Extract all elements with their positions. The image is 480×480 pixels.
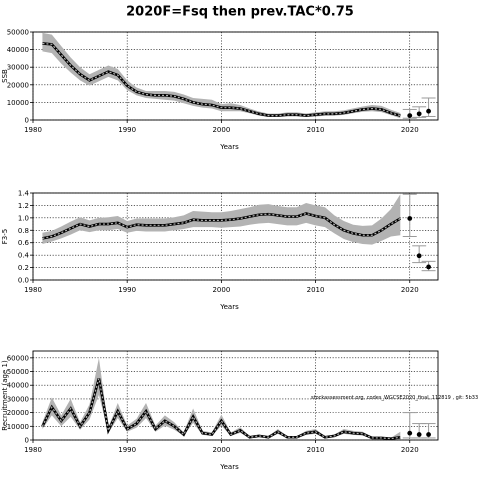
ssb-projection-point xyxy=(426,108,431,114)
ssb-y-tick-label: 10000 xyxy=(7,99,29,107)
f-y-axis-label: F3-5 xyxy=(1,229,9,244)
f-y-tick-label: 1.2 xyxy=(18,202,29,210)
recruitment-projection-point xyxy=(416,432,422,437)
ssb-x-tick-label: 1990 xyxy=(118,126,136,134)
ssb-y-tick-label: 20000 xyxy=(7,81,29,89)
ssb-y-tick-label: 0 xyxy=(25,117,29,125)
ssb-x-tick-label: 2010 xyxy=(307,126,325,134)
ssb-panel: 1980 1990 2000 2010 2020 0 10000 20000 30000 4000… xyxy=(1,29,439,151)
figure-title: 2020F=Fsq then prev.TAC*0.75 xyxy=(126,5,354,20)
ssb-projection-point xyxy=(407,113,413,118)
f-x-tick-label: 2010 xyxy=(307,286,325,294)
f-x-tick-label: 1980 xyxy=(24,286,42,294)
ssb-y-tick-label: 30000 xyxy=(7,64,29,72)
ssb-x-tick-label: 2020 xyxy=(401,126,419,134)
recruitment-x-tick-label: 2020 xyxy=(401,446,419,454)
f-plot-frame xyxy=(32,192,439,281)
recruitment-x-tick-label: 2000 xyxy=(212,446,230,454)
f-y-tick-label: 0.6 xyxy=(18,239,30,247)
recruitment-projection-point xyxy=(407,430,413,436)
f-x-axis-label: Years xyxy=(219,303,239,311)
recruitment-y-tick-label: 40000 xyxy=(7,382,29,390)
ssb-confidence-band xyxy=(42,32,401,119)
ssb-projection-point xyxy=(416,111,422,117)
f-y-tick-label: 0.0 xyxy=(18,277,29,285)
recruitment-y-tick-label: 60000 xyxy=(7,354,29,362)
source-note: stockassessment.org, codes_WGCSE2020_fin… xyxy=(311,395,478,401)
f-projection-point xyxy=(426,264,431,270)
recruitment-estimate-line xyxy=(41,378,401,440)
recruitment-x-tick-label: 1980 xyxy=(24,446,42,454)
recruitment-y-tick-label: 20000 xyxy=(7,409,29,417)
f-y-tick-label: 1.4 xyxy=(18,190,30,198)
recruitment-y-tick-label: 50000 xyxy=(7,368,29,376)
ssb-y-axis-label: SSB xyxy=(1,69,9,83)
ssb-x-tick-label: 1980 xyxy=(24,126,42,134)
f-x-tick-label: 2000 xyxy=(212,286,230,294)
f-y-tick-label: 0.8 xyxy=(18,227,29,235)
f-x-tick-label: 2020 xyxy=(401,286,419,294)
recruitment-y-tick-label: 10000 xyxy=(7,423,29,431)
recruitment-y-tick-label: 30000 xyxy=(7,395,29,403)
recruitment-x-tick-label: 1990 xyxy=(118,446,136,454)
fishing-mortality-panel: 1980 1990 2000 2010 2020 0.0 0.2 0.4 0.6 0.8 1.0 1.… xyxy=(1,190,439,311)
f-x-tick-label: 1990 xyxy=(118,286,136,294)
ssb-estimate-line-dash xyxy=(42,42,401,117)
f-projection-point xyxy=(407,216,413,221)
ssb-y-tick-label: 40000 xyxy=(7,46,29,54)
ssb-x-axis-label: Years xyxy=(219,143,239,151)
f-y-tick-label: 0.4 xyxy=(18,252,30,260)
recruitment-plot-frame xyxy=(32,350,439,441)
ssb-x-tick-label: 2000 xyxy=(212,126,230,134)
f-y-tick-label: 1.0 xyxy=(18,214,29,222)
f-projection-point xyxy=(416,253,422,259)
recruitment-panel: 1980 1990 2000 2010 2020 0 10000 20000 30000 4000… xyxy=(1,350,439,471)
recruitment-x-axis-label: Years xyxy=(219,463,239,471)
ssb-y-tick-label: 50000 xyxy=(7,29,29,37)
f-y-tick-label: 0.2 xyxy=(18,264,29,272)
ssb-plot-frame xyxy=(32,31,439,121)
recruitment-projection-point xyxy=(426,432,431,437)
recruitment-y-tick-label: 0 xyxy=(25,437,29,445)
f-estimate-line-dash xyxy=(42,212,401,239)
recruitment-y-axis-label: Recruitment (age 1) xyxy=(1,360,9,431)
recruitment-x-tick-label: 2010 xyxy=(307,446,325,454)
